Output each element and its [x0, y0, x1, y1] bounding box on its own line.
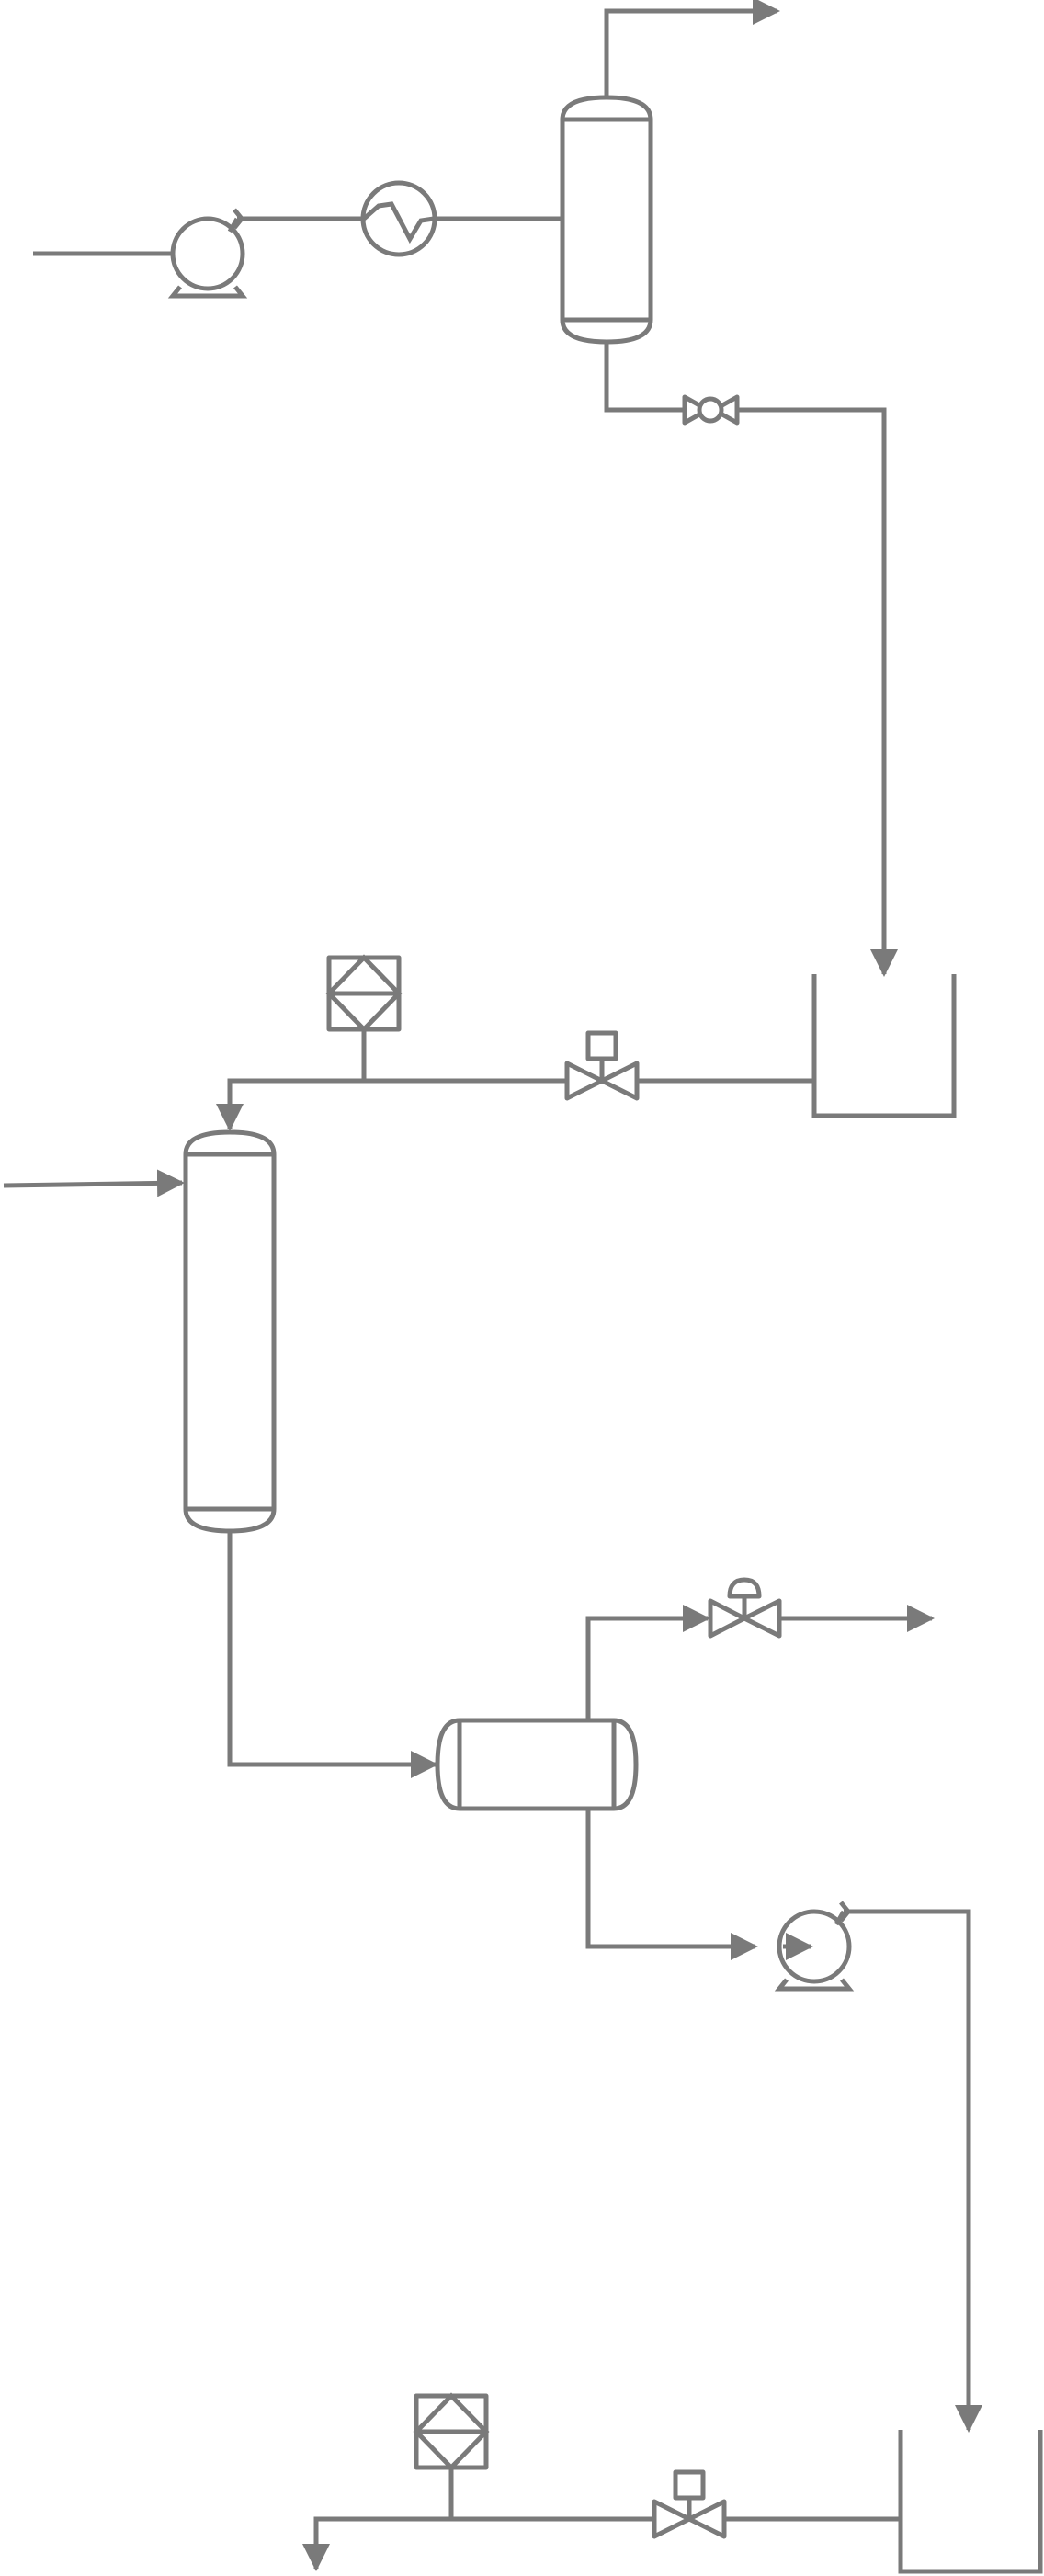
heat-exchanger-1[interactable]: [360, 180, 437, 257]
transfer-pump-1[interactable]: [774, 1909, 855, 1992]
open-tank-1[interactable]: [811, 974, 957, 1118]
vertical-vessel-1[interactable]: [560, 95, 653, 345]
pump1-discharge-mark: [233, 208, 245, 230]
feed-pump-1[interactable]: [167, 216, 248, 299]
control-valve-2[interactable]: [652, 2469, 727, 2539]
column-to-drum-line: [227, 1531, 438, 1778]
column-1[interactable]: [183, 1129, 277, 1534]
pump2-discharge-mark: [839, 1901, 852, 1923]
pump-to-tank2-line: [844, 1909, 982, 2433]
horizontal-drum-1[interactable]: [435, 1718, 639, 1811]
open-tank-2[interactable]: [898, 2430, 1043, 2574]
filter-2[interactable]: [413, 2392, 490, 2519]
drum-bottom-line: [585, 1809, 758, 1960]
rotary-valve-1[interactable]: [682, 394, 740, 426]
filter-1[interactable]: [325, 954, 403, 1081]
column-side-inlet-line: [3, 1169, 185, 1197]
valve1-to-column-line: [216, 1078, 567, 1131]
vessel-bottom-line: [604, 342, 685, 413]
vessel-top-outlet-line: [604, 0, 780, 97]
valve-to-tank1-line: [737, 407, 898, 977]
vent-valve-1[interactable]: [708, 1577, 782, 1639]
control-valve-1[interactable]: [564, 1030, 640, 1101]
drum-top-line: [585, 1605, 710, 1720]
valve2-outlet-line: [302, 2516, 654, 2571]
